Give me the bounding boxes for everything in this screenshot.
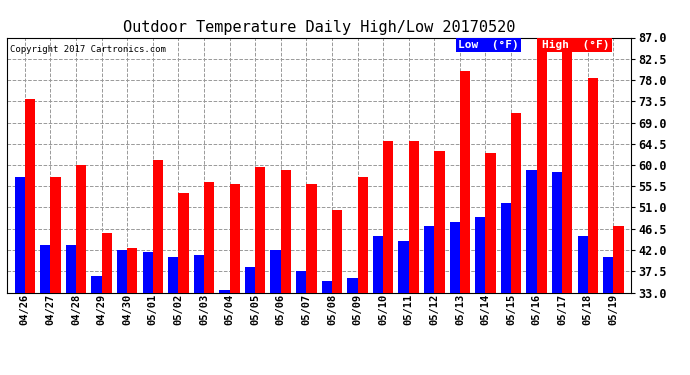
Bar (588, 78, 598, 292)
Bar (40, 245, 50, 292)
Bar (486, 153, 495, 292)
Bar (460, 70, 470, 292)
Bar (578, 236, 588, 292)
Bar (168, 257, 179, 292)
Bar (398, 240, 408, 292)
Bar (127, 248, 137, 292)
Bar (255, 167, 266, 292)
Bar (501, 203, 511, 292)
Bar (179, 194, 188, 292)
Bar (230, 184, 240, 292)
Bar (511, 113, 522, 292)
Bar (408, 141, 419, 292)
Bar (562, 52, 573, 292)
Bar (91, 276, 101, 292)
Bar (101, 234, 112, 292)
Text: Copyright 2017 Cartronics.com: Copyright 2017 Cartronics.com (10, 45, 166, 54)
Bar (475, 217, 486, 292)
Bar (347, 278, 357, 292)
Bar (143, 252, 152, 292)
Text: Low  (°F): Low (°F) (457, 40, 518, 50)
Bar (296, 271, 306, 292)
Bar (204, 182, 214, 292)
Bar (14, 177, 25, 292)
Bar (152, 160, 163, 292)
Bar (537, 38, 547, 292)
Bar (613, 226, 624, 292)
Bar (322, 281, 332, 292)
Bar (25, 99, 35, 292)
Bar (603, 257, 613, 292)
Bar (552, 172, 562, 292)
Bar (281, 170, 291, 292)
Bar (526, 170, 537, 292)
Bar (66, 245, 76, 292)
Bar (270, 250, 281, 292)
Bar (424, 226, 434, 292)
Bar (383, 141, 393, 292)
Bar (450, 222, 460, 292)
Bar (245, 267, 255, 292)
Bar (306, 184, 317, 292)
Bar (76, 165, 86, 292)
Bar (357, 177, 368, 292)
Text: High  (°F): High (°F) (542, 40, 609, 50)
Bar (332, 210, 342, 292)
Bar (373, 236, 383, 292)
Bar (219, 290, 230, 292)
Bar (194, 255, 204, 292)
Bar (434, 151, 444, 292)
Bar (117, 250, 127, 292)
Bar (50, 177, 61, 292)
Title: Outdoor Temperature Daily High/Low 20170520: Outdoor Temperature Daily High/Low 20170… (123, 20, 515, 35)
